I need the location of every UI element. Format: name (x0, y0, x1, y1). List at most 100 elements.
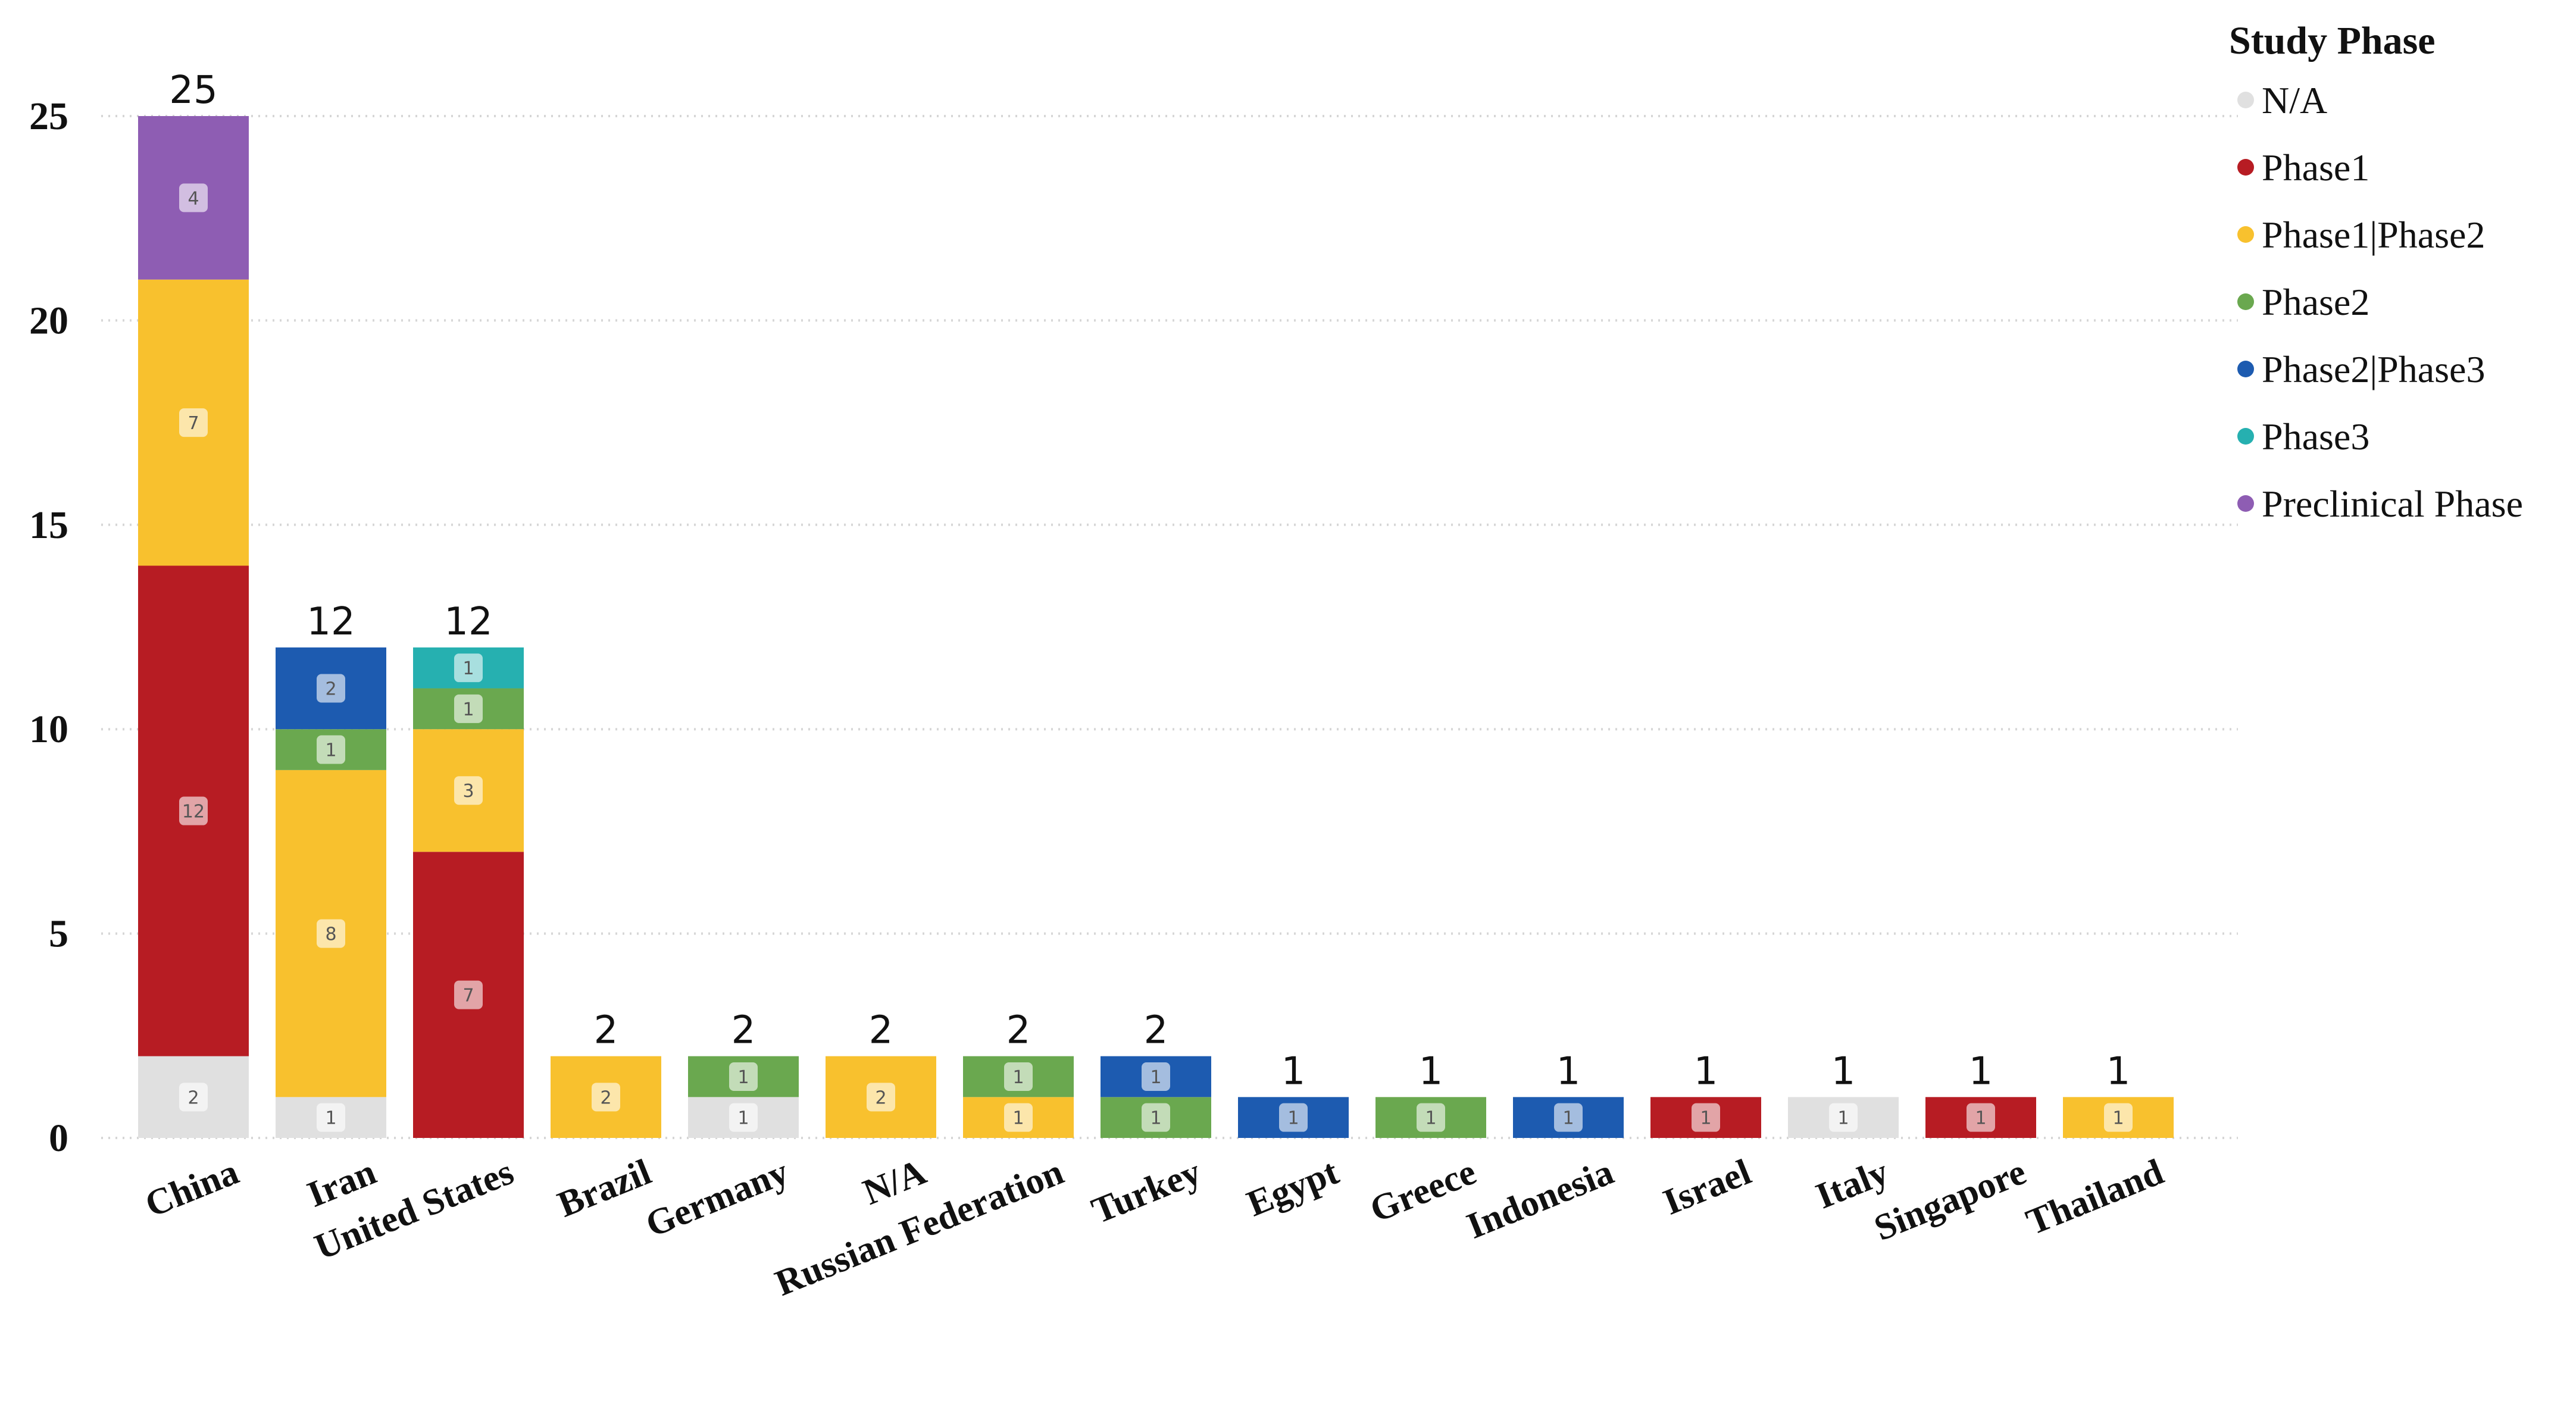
bar-total-label: 1 (1831, 1049, 1856, 1093)
x-category-label: China (140, 1152, 245, 1225)
segment-value-label: 1 (325, 1108, 336, 1129)
bar-total-label: 2 (731, 1009, 756, 1053)
segment-label-badge (2104, 1103, 2133, 1132)
bar-total-label: 25 (169, 68, 217, 112)
bar-total-label: 12 (444, 600, 492, 644)
bar-total-label: 2 (869, 1009, 893, 1053)
segment-value-label: 2 (187, 1087, 199, 1108)
bar-total-label: 2 (1144, 1009, 1168, 1053)
x-category-label: Brazil (552, 1152, 657, 1225)
segment-label-badge (1692, 1103, 1720, 1132)
segment-label-badge (1279, 1103, 1308, 1132)
segment-value-label: 1 (737, 1067, 749, 1088)
segment-label-badge (1004, 1062, 1033, 1091)
legend-title: Study Phase (2229, 19, 2436, 62)
bar-total-label: 1 (2106, 1049, 2131, 1093)
bar-total-label: 1 (1419, 1049, 1443, 1093)
segment-value-label: 1 (462, 699, 474, 720)
segment-value-label: 8 (325, 924, 336, 945)
segment-value-label: 7 (462, 986, 474, 1006)
segment-label-badge (454, 694, 483, 723)
y-tick-label: 5 (49, 912, 68, 956)
segment-value-label: 12 (182, 802, 205, 823)
segment-value-label: 1 (737, 1108, 749, 1129)
legend: Study Phase N/A Phase1 Phase1|Phase2 Phase2… (2229, 19, 2523, 525)
y-tick-label: 0 (49, 1117, 68, 1160)
legend-marker (2237, 495, 2254, 512)
x-category-label: Israel (1658, 1152, 1756, 1223)
legend-marker (2237, 159, 2254, 176)
segment-value-label: 1 (2112, 1108, 2124, 1129)
bar-total-label: 2 (594, 1009, 618, 1053)
legend-marker (2237, 293, 2254, 310)
x-category-label: Egypt (1242, 1152, 1345, 1225)
segment-label-badge (179, 408, 208, 437)
y-tick-label: 25 (29, 95, 68, 138)
segment-label-badge (317, 735, 345, 764)
x-category-label: Indonesia (1461, 1152, 1619, 1247)
legend-label: Phase2|Phase3 (2262, 348, 2485, 390)
y-axis: 0 5 10 15 20 25 (29, 95, 68, 1160)
segment-value-label: 1 (1425, 1108, 1436, 1129)
segment-value-label: 1 (1837, 1108, 1849, 1129)
segment-label-badge (729, 1062, 758, 1091)
segment-value-label: 1 (462, 658, 474, 679)
segment-value-label: 2 (875, 1087, 886, 1108)
segment-label-badge (179, 1083, 208, 1112)
legend-marker (2237, 92, 2254, 108)
y-tick-label: 10 (29, 708, 68, 751)
x-category-label: Singapore (1869, 1152, 2032, 1249)
segment-value-label: 2 (325, 679, 336, 700)
segment-value-label: 1 (1700, 1108, 1711, 1129)
segment-label-badge (1554, 1103, 1583, 1132)
segment-value-label: 4 (187, 188, 199, 209)
segment-value-label: 1 (325, 740, 336, 761)
x-category-label: Germany (640, 1152, 795, 1245)
segment-label-badge (454, 653, 483, 683)
bar-total-label: 1 (1281, 1049, 1306, 1093)
segment-value-label: 1 (1150, 1067, 1161, 1088)
segment-label-badge (179, 796, 208, 825)
x-category-label: Turkey (1086, 1152, 1206, 1231)
y-tick-label: 15 (29, 504, 68, 547)
segment-label-badge (454, 980, 483, 1009)
segment-label-badge (729, 1103, 758, 1132)
segment-label-badge (454, 776, 483, 805)
legend-label: Phase1|Phase2 (2262, 214, 2485, 256)
segment-value-label: 2 (600, 1087, 611, 1108)
segment-label-badge (592, 1083, 620, 1112)
legend-label: Phase2 (2262, 281, 2369, 323)
segment-value-label: 1 (1287, 1108, 1299, 1129)
legend-marker (2237, 428, 2254, 445)
x-category-label: N/A (858, 1152, 932, 1213)
y-tick-label: 20 (29, 299, 68, 342)
segment-value-label: 1 (1150, 1108, 1161, 1129)
segment-label-badge (1004, 1103, 1033, 1132)
x-category-label: Thailand (2021, 1152, 2169, 1243)
legend-label: Phase1 (2262, 146, 2369, 189)
x-category-label: Greece (1365, 1152, 1482, 1230)
segment-value-label: 7 (187, 413, 199, 434)
segment-label-badge (179, 183, 208, 212)
legend-marker (2237, 226, 2254, 243)
bar-total-label: 2 (1006, 1009, 1031, 1053)
bar-total-label: 1 (1556, 1049, 1581, 1093)
bar-total-label: 1 (1969, 1049, 1993, 1093)
bar-total-label: 12 (307, 600, 355, 644)
segment-label-badge (317, 674, 345, 703)
segment-label-badge (1142, 1062, 1170, 1091)
segment-value-label: 3 (462, 781, 474, 802)
segment-label-badge (317, 919, 345, 948)
legend-label: Preclinical Phase (2262, 483, 2523, 525)
segment-label-badge (867, 1083, 895, 1112)
segment-label-badge (317, 1103, 345, 1132)
segment-value-label: 1 (1012, 1108, 1024, 1129)
segment-value-label: 1 (1562, 1108, 1574, 1129)
bar-total-label: 1 (1694, 1049, 1718, 1093)
segment-label-badge (1967, 1103, 1995, 1132)
legend-label: Phase3 (2262, 415, 2369, 458)
